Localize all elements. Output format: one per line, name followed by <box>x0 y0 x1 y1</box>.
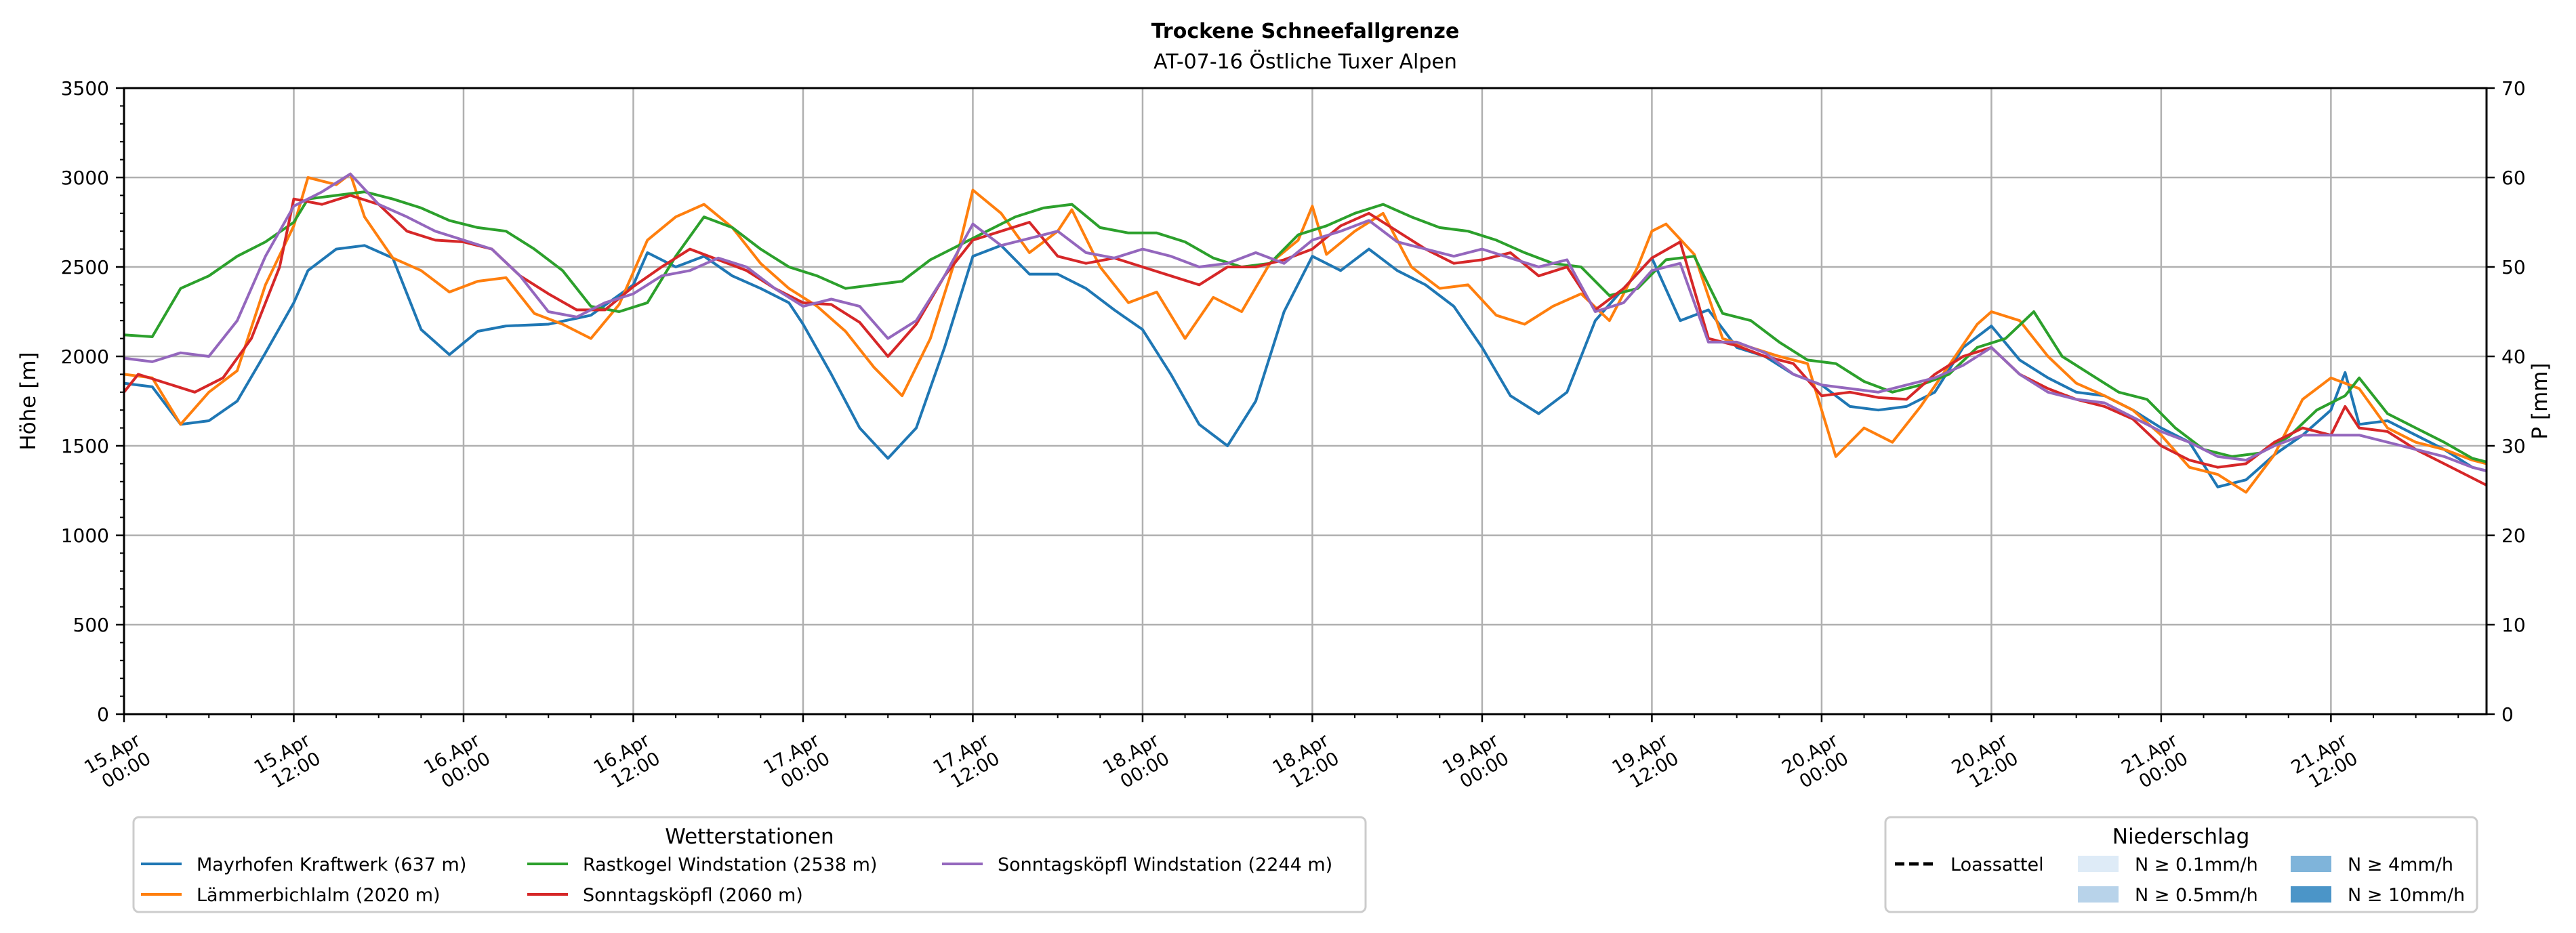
legend-precipitation: Niederschlag Loassattel N ≥ 0.1mm/h N ≥ … <box>1884 816 2478 913</box>
y2-tick-label: 10 <box>2501 614 2526 636</box>
x-tick-label: 16.Apr00:00 <box>420 730 494 797</box>
y2-tick-label: 30 <box>2501 435 2526 457</box>
y2-tick-label: 40 <box>2501 346 2526 368</box>
y2-tick-label: 50 <box>2501 256 2526 278</box>
legend-label-loassattel: Loassattel <box>1950 854 2044 875</box>
legend-entry-n4: N ≥ 4mm/h <box>2291 854 2453 875</box>
legend-entry-loassattel: Loassattel <box>1895 854 2044 875</box>
series-line-2 <box>123 190 2487 463</box>
plot-frame <box>123 87 2488 716</box>
legend-entry-sonntagskoepfl: Sonntagsköpfl (2060 m) <box>527 885 803 906</box>
x-tick-label: 17.Apr12:00 <box>930 730 1004 797</box>
x-tick-label: 17.Apr00:00 <box>760 730 834 797</box>
x-tick-label: 16.Apr12:00 <box>590 730 664 797</box>
y2-tick-label: 20 <box>2501 524 2526 547</box>
x-tick-label: 15.Apr00:00 <box>81 730 155 797</box>
y-tick-label: 1500 <box>61 435 109 457</box>
legend-entry-n01: N ≥ 0.1mm/h <box>2078 854 2258 875</box>
legend-label-laemmerbichlalm: Lämmerbichlalm (2020 m) <box>197 885 441 906</box>
x-tick-label: 21.Apr00:00 <box>2118 730 2192 797</box>
legend-entry-rastkogel: Rastkogel Windstation (2538 m) <box>527 854 877 875</box>
legend-label-sonntagskoepfl: Sonntagsköpfl (2060 m) <box>583 885 803 906</box>
series-line-4 <box>123 172 2487 472</box>
legend-label-n4: N ≥ 4mm/h <box>2348 854 2453 875</box>
y2-tick-label: 0 <box>2501 703 2514 726</box>
x-tick-label: 18.Apr12:00 <box>1269 730 1343 797</box>
y-tick-label: 500 <box>73 614 109 636</box>
x-tick-label: 18.Apr00:00 <box>1099 730 1173 797</box>
y-tick-label: 2500 <box>61 256 109 278</box>
legend-label-n05: N ≥ 0.5mm/h <box>2135 885 2258 906</box>
y-tick-label: 0 <box>97 703 109 726</box>
y-tick-label: 2000 <box>61 346 109 368</box>
series-line-1 <box>123 172 2487 494</box>
legend-label-sonntagskoepfl-wind: Sonntagsköpfl Windstation (2244 m) <box>998 854 1332 875</box>
legend-stations: Wetterstationen Mayrhofen Kraftwerk (637… <box>132 816 1367 913</box>
y-tick-label: 1000 <box>61 524 109 547</box>
legend-label-n10: N ≥ 10mm/h <box>2348 885 2465 906</box>
x-tick-label: 20.Apr00:00 <box>1778 730 1852 797</box>
legend-label-n01: N ≥ 0.1mm/h <box>2135 854 2258 875</box>
legend-label-mayrhofen: Mayrhofen Kraftwerk (637 m) <box>197 854 466 875</box>
x-tick-label: 15.Apr12:00 <box>251 730 325 797</box>
x-tick-label: 19.Apr00:00 <box>1439 730 1513 797</box>
legend-entry-sonntagskoepfl-wind: Sonntagsköpfl Windstation (2244 m) <box>942 854 1332 875</box>
y-tick-label: 3000 <box>61 167 109 189</box>
legend-entry-mayrhofen: Mayrhofen Kraftwerk (637 m) <box>141 854 466 875</box>
grid-lines <box>123 87 2487 716</box>
legend-label-rastkogel: Rastkogel Windstation (2538 m) <box>583 854 877 875</box>
series-line-3 <box>123 194 2487 486</box>
series-lines <box>123 172 2487 494</box>
y2-tick-label: 60 <box>2501 167 2526 189</box>
legend-entry-n05: N ≥ 0.5mm/h <box>2078 885 2258 906</box>
axis-ticks: 0 500 1000 1500 2000 2500 3000 3500 0 10 20 30 40 50 6… <box>61 77 2526 797</box>
chart-title: Trockene Schneefallgrenze <box>1151 20 1459 43</box>
x-tick-label: 19.Apr12:00 <box>1609 730 1683 797</box>
y2-tick-label: 70 <box>2501 77 2526 100</box>
chart-subtitle: AT-07-16 Östliche Tuxer Alpen <box>1153 49 1457 74</box>
y2-axis-label: P [mm] <box>2528 362 2552 439</box>
legend-stations-title: Wetterstationen <box>665 825 834 849</box>
y-axis-label: Höhe [m] <box>16 352 41 450</box>
x-tick-label: 21.Apr12:00 <box>2288 730 2362 797</box>
legend-entry-n10: N ≥ 10mm/h <box>2291 885 2465 906</box>
x-tick-label: 20.Apr12:00 <box>1948 730 2022 797</box>
y-tick-label: 3500 <box>61 77 109 100</box>
legend-precip-title: Niederschlag <box>2112 825 2250 849</box>
legend-entry-laemmerbichlalm: Lämmerbichlalm (2020 m) <box>141 885 441 906</box>
